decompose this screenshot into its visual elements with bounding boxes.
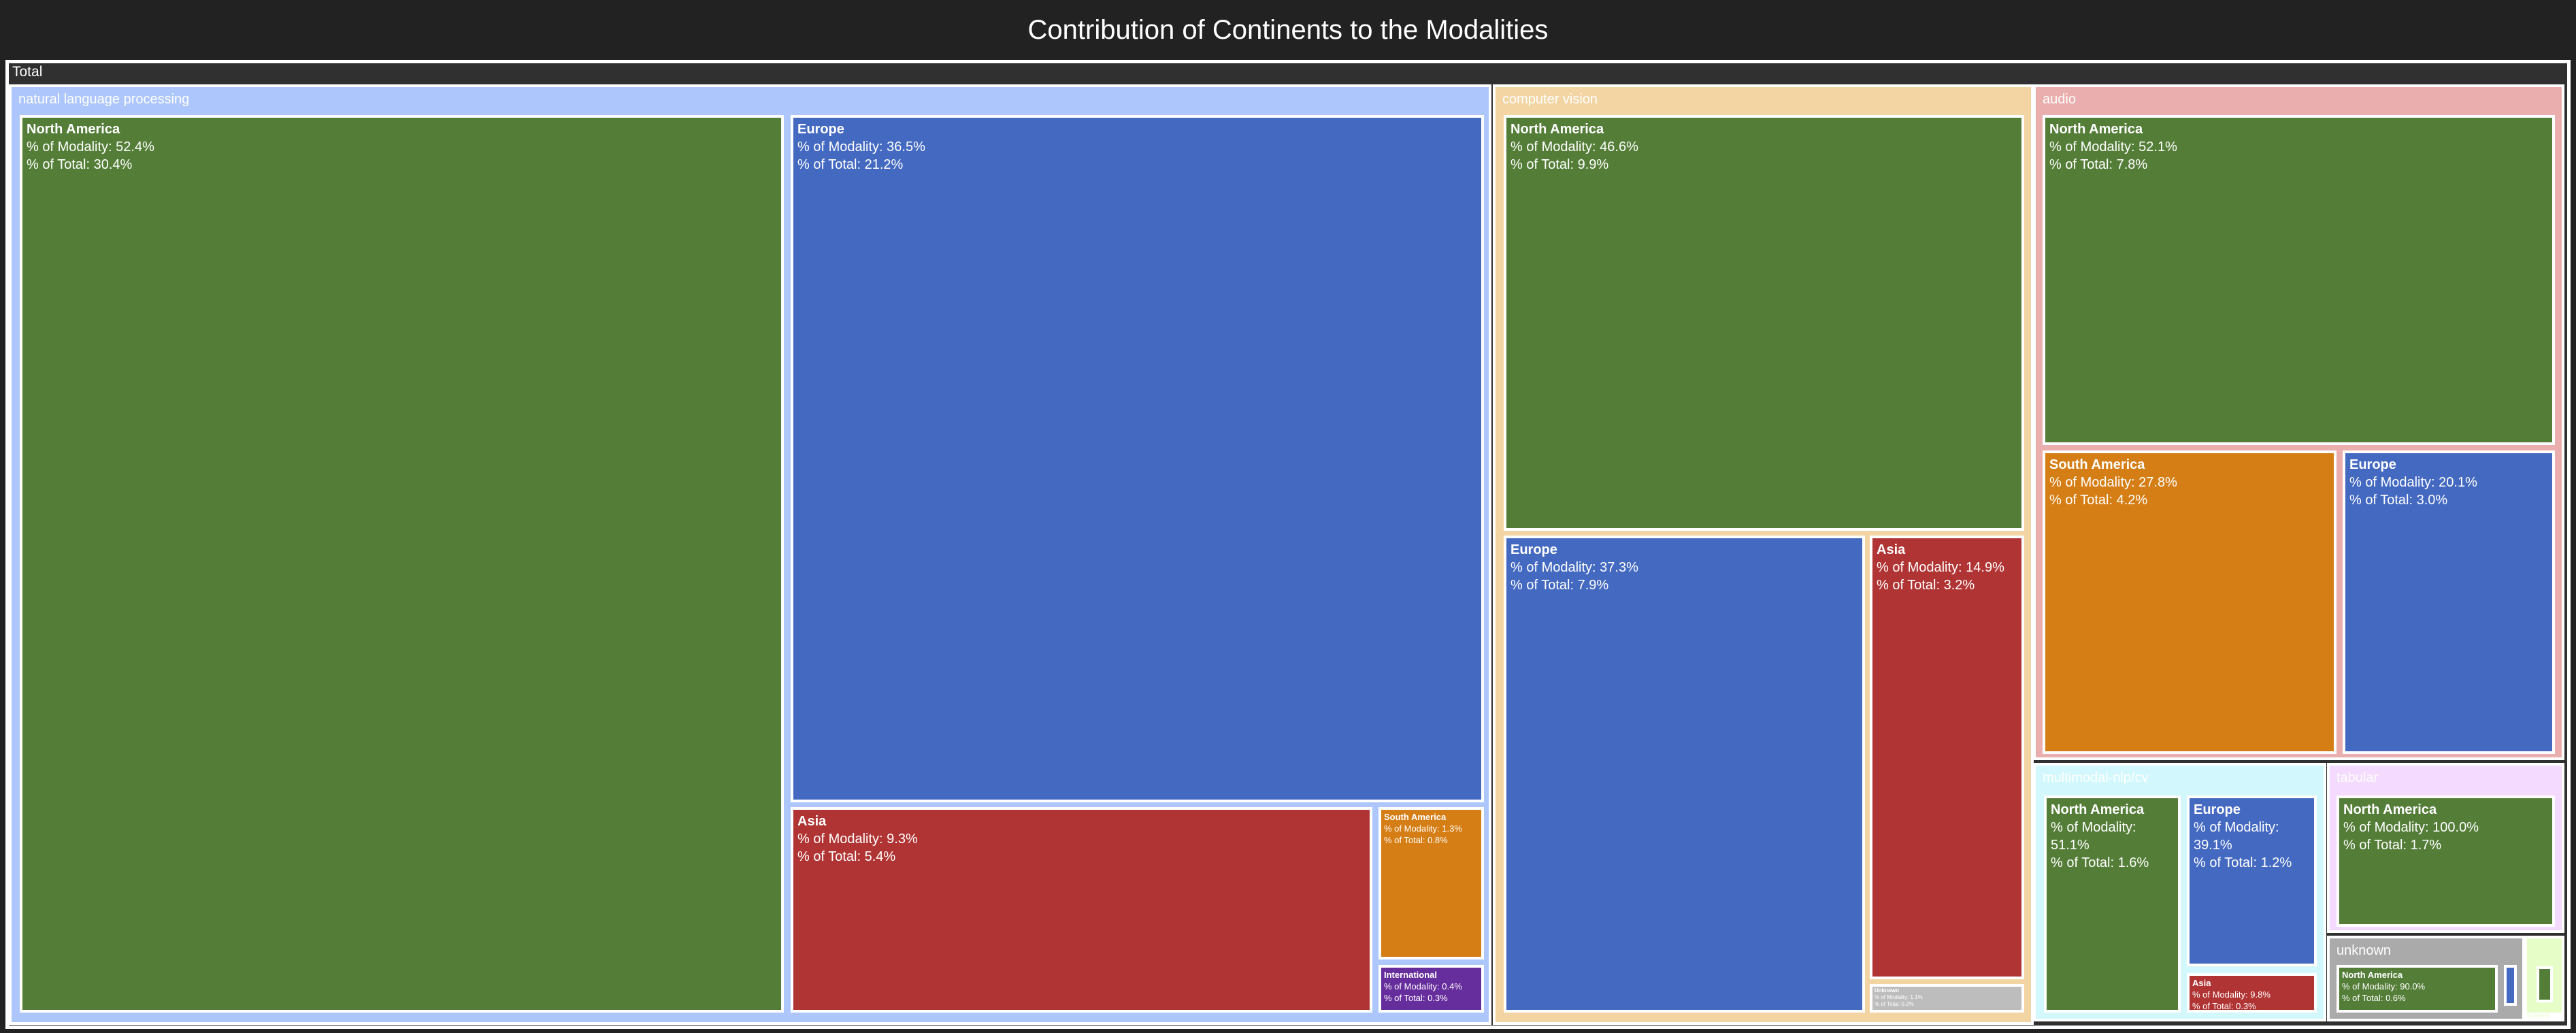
pct-modality: % of Modality: 9.3% bbox=[797, 832, 918, 847]
pct-total: % of Total: 0.8% bbox=[1384, 835, 1448, 845]
pct-total: % of Total: 9.9% bbox=[1510, 157, 1609, 172]
pct-total: % of Total: 3.2% bbox=[1877, 578, 1975, 593]
tile-north-america[interactable]: North America % of Modality: 51.1% % of To… bbox=[2044, 796, 2181, 1013]
pct-total: % of Total: 1.7% bbox=[2343, 838, 2442, 853]
tile-north-america[interactable] bbox=[2537, 966, 2553, 1002]
tile-name: North America bbox=[1510, 122, 1604, 137]
pct-modality: % of Modality: 37.3% bbox=[1510, 560, 1638, 575]
modality-label: unknown bbox=[2336, 943, 2392, 958]
modality-label: audio bbox=[2043, 92, 2076, 107]
tile-asia[interactable]: Asia % of Modality: 9.3% % of Total: 5.4% bbox=[791, 807, 1372, 1013]
pct-modality: % of Modality: 36.5% bbox=[797, 140, 925, 154]
tile-name: Asia bbox=[1877, 542, 1906, 557]
pct-modality: % of Modality: 100.0% bbox=[2343, 820, 2479, 835]
pct-total: % of Total: 1.2% bbox=[2194, 855, 2292, 870]
tile-name: South America bbox=[2049, 457, 2145, 472]
pct-modality: % of Modality: 27.8% bbox=[2049, 475, 2177, 490]
tile-name: North America bbox=[27, 122, 120, 137]
tile-south-america[interactable]: South America % of Modality: 27.8% % of To… bbox=[2043, 450, 2336, 754]
truncated-group-label: multimod bbox=[2527, 1013, 2562, 1019]
modality-label: tabular bbox=[2336, 770, 2379, 785]
tile-north-america[interactable]: North America % of Modality: 52.4% % of To… bbox=[20, 115, 784, 1013]
modality-label: computer vision bbox=[1502, 92, 1598, 107]
tile-name: South America bbox=[1384, 812, 1447, 822]
modality-label: natural language processing bbox=[18, 92, 190, 107]
tile-name: International bbox=[1384, 970, 1438, 980]
tile-europe[interactable] bbox=[2504, 965, 2517, 1006]
pct-modality: % of Modality: 1.3% bbox=[1384, 823, 1462, 834]
pct-total: % of Total: 0.3% bbox=[2192, 1001, 2256, 1011]
pct-total: % of Total: 21.2% bbox=[797, 157, 904, 172]
pct-modality: % of Modality: 90.0% bbox=[2342, 981, 2426, 991]
tile-name: North America bbox=[2049, 122, 2143, 137]
pct-modality: % of Modality: 52.4% bbox=[27, 140, 154, 154]
root-label: Total bbox=[12, 64, 43, 80]
pct-total: % of Total: 7.8% bbox=[2049, 157, 2148, 172]
pct-modality: % of Modality: 1.1% bbox=[1875, 994, 1923, 1000]
tile-north-america[interactable]: North America % of Modality: 100.0% % of T… bbox=[2336, 796, 2555, 927]
pct-modality: % of Modality: 20.1% bbox=[2349, 475, 2477, 490]
pct-total: % of Total: 5.4% bbox=[797, 849, 896, 864]
pct-total: % of Total: 0.6% bbox=[2342, 993, 2406, 1003]
tile-north-america[interactable]: North America % of Modality: 46.6% % of To… bbox=[1504, 115, 2024, 531]
pct-total: % of Total: 1.6% bbox=[2051, 855, 2149, 870]
pct-total: % of Total: 3.0% bbox=[2349, 493, 2448, 508]
tile-north-america[interactable]: North America% of Modality: 90.0% % of To… bbox=[2336, 965, 2498, 1013]
modality-label: multimodal-nlp/cv bbox=[2043, 770, 2149, 785]
tile-name: Europe bbox=[2349, 457, 2396, 472]
chart-title: Contribution of Continents to the Modali… bbox=[1027, 15, 1549, 45]
tile-europe[interactable]: Europe % of Modality: 20.1% % of Total: 3.… bbox=[2343, 450, 2555, 754]
tile-asia[interactable]: Asia% of Modality: 9.8%% of Total: 0.3% bbox=[2187, 973, 2317, 1013]
tile-name: North America bbox=[2051, 802, 2145, 817]
tile-name: Asia bbox=[797, 814, 827, 829]
pct-modality: % of Modality: 0.4% bbox=[1384, 981, 1462, 991]
tile-name: Europe bbox=[2194, 802, 2241, 817]
pct-modality: % of Modality: 39.1% bbox=[2194, 820, 2279, 853]
tile-name: North America bbox=[2343, 802, 2437, 817]
pct-modality: % of Modality: 51.1% bbox=[2051, 820, 2136, 853]
tile-europe[interactable]: Europe % of Modality: 37.3% % of Total: 7.… bbox=[1504, 536, 1865, 1013]
pct-total: % of Total: 0.2% bbox=[1875, 1001, 1914, 1007]
pct-total: % of Total: 7.9% bbox=[1510, 578, 1609, 593]
tile-europe[interactable]: Europe % of Modality: 36.5% % of Total: 21… bbox=[791, 115, 1484, 802]
pct-modality: % of Modality: 52.1% bbox=[2049, 140, 2177, 154]
pct-modality: % of Modality: 46.6% bbox=[1510, 140, 1638, 154]
pct-modality: % of Modality: 14.9% bbox=[1877, 560, 2004, 575]
tile-asia[interactable]: Asia % of Modality: 14.9% % of Total: 3.2% bbox=[1870, 536, 2024, 979]
tile-europe[interactable]: Europe % of Modality: 39.1% % of Total: 1.… bbox=[2187, 796, 2317, 966]
tile-name: Asia bbox=[2192, 978, 2211, 988]
tile-unknown[interactable]: Unknown% of Modality: 1.1%% of Total: 0.… bbox=[1870, 984, 2024, 1013]
tile-international[interactable]: International% of Modality: 0.4% % of Tot… bbox=[1378, 965, 1484, 1013]
pct-total: % of Total: 0.3% bbox=[1384, 993, 1448, 1003]
tile-name: North America bbox=[2342, 970, 2403, 980]
tile-name: Europe bbox=[797, 122, 844, 137]
pct-total: % of Total: 30.4% bbox=[27, 157, 133, 172]
tile-south-america[interactable]: South America% of Modality: 1.3%% of Tot… bbox=[1378, 807, 1484, 960]
tile-north-america[interactable]: North America % of Modality: 52.1% % of To… bbox=[2043, 115, 2555, 445]
tile-name: Europe bbox=[1510, 542, 1557, 557]
pct-modality: % of Modality: 9.8% bbox=[2192, 989, 2270, 1000]
pct-total: % of Total: 4.2% bbox=[2049, 493, 2148, 508]
tile-name: Unknown bbox=[1875, 987, 1899, 994]
